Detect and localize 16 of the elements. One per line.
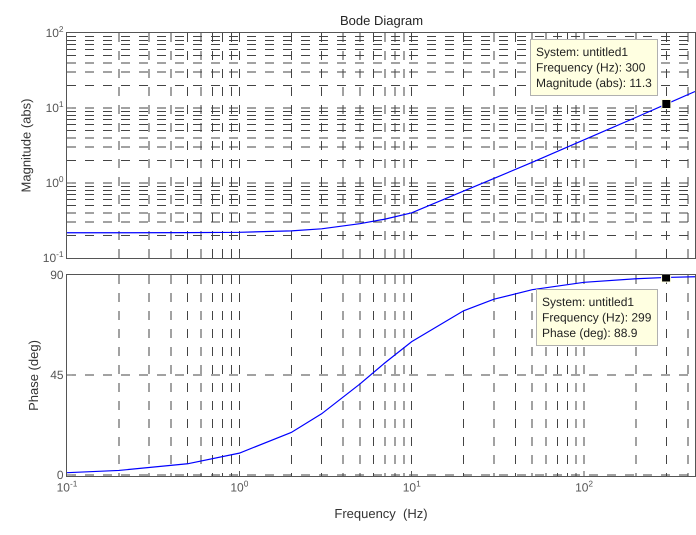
y-tick-label: 10$^{2}$ — [46, 24, 64, 40]
annotation: System: untitled1 Frequency (Hz): 299 Phase (deg): 88.9 — [542, 295, 652, 340]
chart-title: Bode Diagram — [340, 13, 424, 28]
y-tick-label: 10$^{0}$ — [46, 174, 64, 190]
y-tick-label: 45 — [50, 368, 64, 382]
y-axis-title: Phase (deg) — [26, 340, 42, 411]
y-tick-label: 10$^{-1}$ — [42, 249, 64, 266]
y-tick-label: 0 — [56, 468, 64, 482]
x-tick-label: 10$^{0}$ — [230, 478, 249, 494]
x-tick-label: 10$^{1}$ — [402, 478, 422, 494]
x-axis-title: Frequency (Hz) — [334, 506, 428, 521]
x-tick-label: 10$^{2}$ — [575, 478, 594, 494]
y-axis-title: Magnitude (abs) — [18, 98, 34, 192]
y-tick-label: 10$^{1}$ — [46, 99, 64, 116]
y-tick-label: 90 — [50, 268, 64, 282]
annotation: System: untitled1 Frequency (Hz): 300 Magnitude (abs): 11.3 — [536, 45, 652, 90]
